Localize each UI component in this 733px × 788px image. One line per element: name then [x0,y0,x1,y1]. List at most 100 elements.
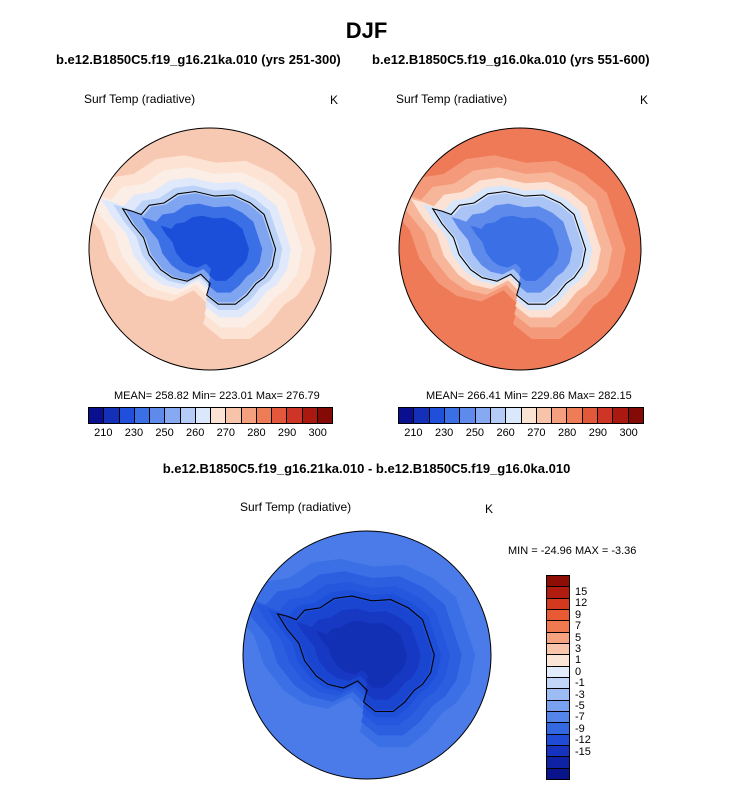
colorbar-swatch [521,408,537,423]
colorbar-tick-label: 1 [575,654,582,667]
colorbar-swatch [547,700,569,712]
difference-unit: K [485,502,494,516]
colorbar-swatch [272,408,288,423]
panel-2-polar-map [398,127,642,371]
colorbar-swatch [547,711,569,724]
colorbar-swatch [287,408,303,423]
colorbar-tick-label: -9 [575,722,585,735]
colorbar-swatch [628,408,643,423]
colorbar-swatch [475,408,491,423]
colorbar-swatch [547,757,569,769]
colorbar-tick-label: -3 [575,688,585,701]
colorbar-swatch [165,408,181,423]
colorbar-tick-label: 9 [575,608,582,621]
colorbar-swatch [547,723,569,735]
colorbar-swatch [506,408,522,423]
colorbar-swatch [547,745,569,758]
colorbar-tick-label: -1 [575,677,585,690]
colorbar-swatch [582,408,599,423]
colorbar-swatch [536,408,553,423]
panel-2-stats: MEAN= 266.41 Min= 229.86 Max= 282.15 [426,390,632,402]
colorbar-swatch [134,408,150,423]
colorbar-swatch [547,587,569,599]
colorbar-swatch [460,408,476,423]
colorbar-tick-label: 250 [155,427,174,439]
colorbar-swatch [613,408,629,423]
colorbar-swatch [241,408,257,423]
colorbar-tick-label: 210 [94,427,113,439]
panel-1-polar-map [88,127,332,371]
panel-1-contour-band [160,215,249,281]
panel-1-coastline [121,190,277,305]
colorbar-swatch [598,408,614,423]
colorbar-swatch [104,408,120,423]
colorbar-swatch [317,408,332,423]
difference-contour-band [316,620,407,688]
colorbar-swatch [211,408,227,423]
colorbar-tick-label: 3 [575,643,582,656]
colorbar-tick-label: 12 [575,597,588,610]
colorbar-swatch [547,632,569,644]
panel-2-unit: K [640,93,649,107]
colorbar-swatch [195,408,211,423]
panel-1-unit: K [330,93,339,107]
colorbar-tick-label: 270 [527,427,546,439]
panel-1-colorbar [88,407,333,424]
colorbar-swatch [302,408,318,423]
colorbar-swatch [547,734,569,746]
colorbar-tick-label: 290 [277,427,297,439]
colorbar-tick-label: 0 [575,665,582,678]
colorbar-swatch [444,408,461,423]
colorbar-tick-label: -7 [575,711,585,724]
page-title: DJF [345,18,388,43]
colorbar-tick-label: 7 [575,620,582,633]
colorbar-swatch [547,677,569,690]
colorbar-tick-label: -12 [575,734,591,747]
colorbar-tick-label: 230 [124,427,144,439]
panel-2-coastline [431,190,587,305]
colorbar-swatch [119,408,135,423]
difference-title: b.e12.B1850C5.f19_g16.21ka.010 - b.e12.B… [162,461,571,476]
difference-coastline [276,595,435,713]
difference-colorbar [546,575,570,780]
difference-colorbar-ticks: 15 12 9 7 5 3 1 0 -1 -3 -5 -7 -9 -12 -15 [575,575,605,780]
colorbar-swatch [256,408,272,423]
colorbar-swatch [89,408,105,423]
colorbar-tick-label: 260 [496,427,515,439]
panel-2-map-border [398,127,642,371]
panel-1-case-title: b.e12.B1850C5.f19_g16.21ka.010 (yrs 251-… [56,52,341,67]
colorbar-swatch [547,768,569,779]
colorbar-swatch [547,643,569,656]
colorbar-tick-label: 260 [186,427,205,439]
colorbar-swatch [547,598,569,610]
colorbar-swatch [547,621,569,633]
colorbar-swatch [547,689,569,701]
colorbar-swatch [399,408,415,423]
colorbar-tick-label: 300 [308,427,327,439]
colorbar-tick-label: -15 [575,745,591,758]
colorbar-tick-label: -5 [575,699,585,712]
colorbar-swatch [552,408,568,423]
colorbar-tick-label: 210 [404,427,423,439]
colorbar-swatch [547,655,569,667]
colorbar-tick-label: 280 [557,427,577,439]
colorbar-tick-label: 300 [619,427,638,439]
colorbar-tick-label: 230 [434,427,454,439]
panel-2-contour-band [470,215,559,281]
difference-map-border [242,530,492,780]
colorbar-swatch [150,408,166,423]
colorbar-tick-label: 15 [575,586,588,599]
colorbar-tick-label: 290 [588,427,608,439]
colorbar-swatch [414,408,430,423]
colorbar-tick-label: 270 [216,427,235,439]
colorbar-swatch [547,666,569,678]
colorbar-tick-label: 5 [575,631,582,644]
colorbar-swatch [180,408,196,423]
panel-2-case-title: b.e12.B1850C5.f19_g16.0ka.010 (yrs 551-6… [372,52,650,67]
difference-minmax: MIN = -24.96 MAX = -3.36 [508,545,637,557]
difference-polar-map [242,530,492,780]
colorbar-tick-label: 250 [465,427,485,439]
panel-2-colorbar-ticks: 210 230 250 260 270 280 290 300 [398,427,644,441]
panel-2-variable: Surf Temp (radiative) [396,92,508,106]
panel-1-colorbar-ticks: 210 230 250 260 270 280 290 300 [88,427,333,441]
